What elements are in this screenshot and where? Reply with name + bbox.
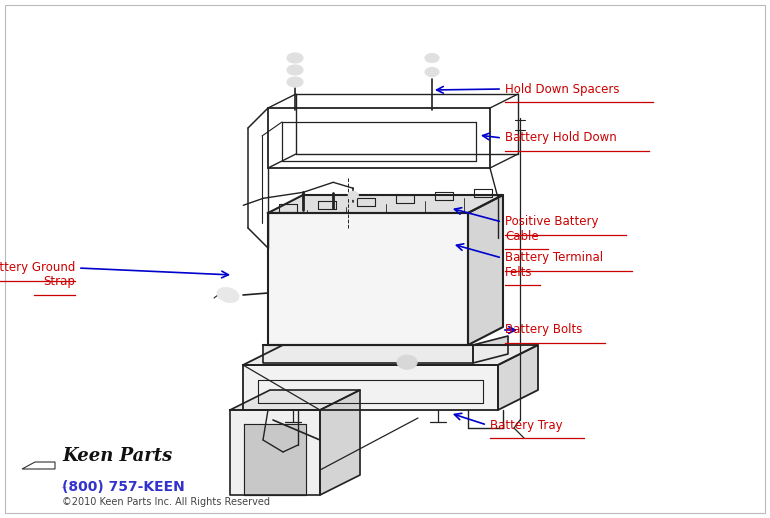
Polygon shape xyxy=(473,336,508,363)
Text: Battery Tray: Battery Tray xyxy=(490,419,563,431)
Polygon shape xyxy=(244,424,306,495)
Polygon shape xyxy=(243,345,538,365)
Ellipse shape xyxy=(287,77,303,87)
Text: ©2010 Keen Parts Inc. All Rights Reserved: ©2010 Keen Parts Inc. All Rights Reserve… xyxy=(62,497,270,507)
Polygon shape xyxy=(268,195,503,213)
Ellipse shape xyxy=(287,65,303,75)
Text: Battery Terminal: Battery Terminal xyxy=(505,252,603,265)
Ellipse shape xyxy=(425,67,439,77)
Text: Battery Ground: Battery Ground xyxy=(0,262,75,275)
Text: (800) 757-KEEN: (800) 757-KEEN xyxy=(62,480,185,494)
Polygon shape xyxy=(498,345,538,410)
Polygon shape xyxy=(268,213,468,345)
Text: Hold Down Spacers: Hold Down Spacers xyxy=(505,82,620,95)
Polygon shape xyxy=(468,195,503,345)
Text: Keen Parts: Keen Parts xyxy=(62,447,172,465)
Ellipse shape xyxy=(397,355,417,369)
Text: Battery Hold Down: Battery Hold Down xyxy=(505,132,617,145)
Text: Battery Bolts: Battery Bolts xyxy=(505,324,582,337)
Text: Positive Battery: Positive Battery xyxy=(505,215,598,228)
Ellipse shape xyxy=(348,191,358,199)
Text: #3333cc: #3333cc xyxy=(62,486,68,487)
Polygon shape xyxy=(230,410,320,495)
Polygon shape xyxy=(263,345,473,363)
Polygon shape xyxy=(320,390,360,495)
Ellipse shape xyxy=(287,53,303,63)
Ellipse shape xyxy=(425,53,439,63)
Ellipse shape xyxy=(217,287,239,303)
Text: Felts: Felts xyxy=(505,266,533,279)
Polygon shape xyxy=(243,365,498,410)
Text: Strap: Strap xyxy=(43,276,75,289)
Text: Cable: Cable xyxy=(505,229,539,242)
Polygon shape xyxy=(230,390,360,410)
